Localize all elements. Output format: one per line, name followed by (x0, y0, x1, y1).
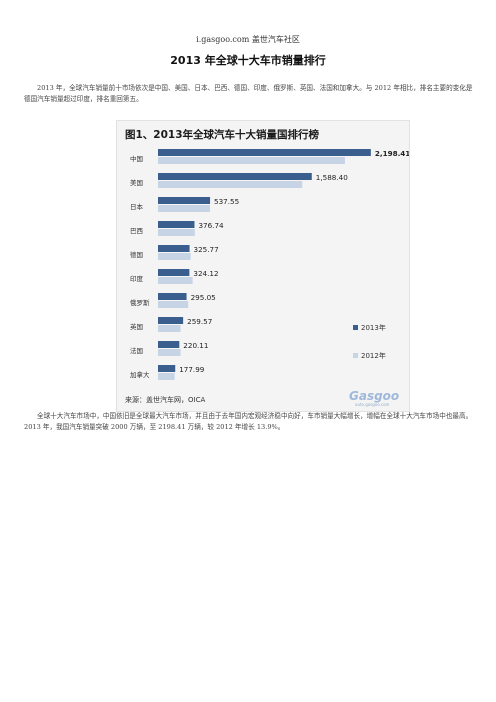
value-label: 324.12 (193, 269, 218, 278)
legend-swatch (353, 353, 358, 358)
category-label: 美国 (130, 178, 143, 187)
category-label: 德国 (130, 250, 143, 259)
category-label: 中国 (130, 154, 143, 163)
intro-paragraph: 2013 年，全球汽车销量前十市场依次是中国、美国、日本、巴西、德国、印度、俄罗… (24, 84, 473, 103)
bar-2013 (158, 173, 312, 180)
category-label: 巴西 (130, 227, 144, 235)
body-paragraph: 全球十大汽车市场中，中国依旧是全球最大汽车市场，并且由于去年国内宏观经济稳中向好… (24, 412, 473, 431)
bar-2013 (158, 293, 187, 300)
value-label: 177.99 (179, 365, 205, 374)
bar-2013 (158, 149, 371, 156)
bar-2013 (158, 317, 184, 324)
bar-2012 (158, 229, 195, 236)
watermark-url: auto.gasgoo.com (355, 402, 390, 407)
chart-source: 来源：盖世汽车网，OICA (125, 395, 205, 404)
article-title: 2013 年全球十大车市销量排行 (170, 54, 326, 67)
legend-label: 2013年 (361, 323, 386, 332)
bar-2012 (158, 181, 303, 188)
category-label: 俄罗斯 (130, 298, 150, 307)
value-label: 259.57 (187, 317, 212, 326)
bar-2012 (158, 253, 191, 260)
category-label: 日本 (130, 202, 144, 211)
bar-2012 (158, 277, 193, 284)
gasgoo-watermark: Gasgoo auto.gasgoo.com (349, 389, 399, 407)
category-label: 加拿大 (130, 370, 150, 379)
bar-2013 (158, 197, 211, 204)
site-header: i.gasgoo.com 盖世汽车社区 (196, 35, 300, 44)
sales-ranking-chart: 图1、2013年全球汽车十大销量国排行榜 中国 2,198.41万辆美国 1,588… (116, 120, 410, 412)
value-label: 537.55 (214, 197, 239, 206)
chart-svg: 图1、2013年全球汽车十大销量国排行榜 中国 2,198.41万辆美国 1,588… (125, 128, 409, 407)
bar-2012 (158, 301, 189, 308)
value-label: 376.74 (198, 221, 224, 230)
value-label: 325.77 (194, 245, 219, 254)
bar-2013 (158, 269, 190, 276)
category-label: 法国 (130, 346, 143, 355)
legend-swatch (353, 325, 358, 330)
bar-2012 (158, 205, 210, 212)
category-label: 英国 (130, 322, 143, 331)
legend-label: 2012年 (361, 351, 386, 360)
bar-2012 (158, 157, 345, 164)
bar-2013 (158, 341, 180, 348)
value-label: 220.11 (183, 341, 208, 350)
category-label: 印度 (130, 274, 144, 283)
bar-2013 (158, 365, 176, 372)
bar-2013 (158, 245, 190, 252)
watermark-logo: Gasgoo (349, 389, 399, 403)
value-label: 295.05 (191, 293, 216, 302)
bar-2012 (158, 373, 175, 380)
bar-2012 (158, 349, 181, 356)
bar-2012 (158, 325, 181, 332)
chart-title: 图1、2013年全球汽车十大销量国排行榜 (125, 128, 320, 141)
value-label: 1,588.40 (316, 173, 348, 182)
bar-2013 (158, 221, 195, 228)
